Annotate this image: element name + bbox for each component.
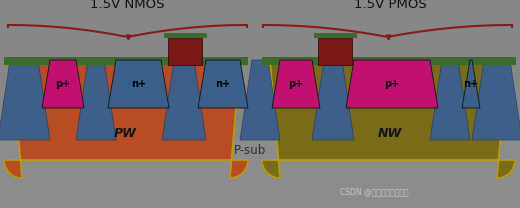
Bar (318, 38, 352, 65)
Text: 1.5V PMOS: 1.5V PMOS (354, 0, 426, 11)
FancyBboxPatch shape (313, 24, 358, 33)
Bar (164, 31, 206, 38)
Text: 1.5V NMOS: 1.5V NMOS (90, 0, 164, 11)
Polygon shape (42, 60, 84, 108)
Text: NW: NW (378, 127, 402, 140)
Polygon shape (262, 60, 515, 178)
Text: n+: n+ (215, 79, 230, 89)
Polygon shape (4, 60, 248, 178)
Bar (0, 140, 520, 208)
Polygon shape (346, 60, 438, 108)
Polygon shape (76, 60, 116, 140)
Polygon shape (198, 60, 248, 108)
Polygon shape (312, 60, 354, 140)
Polygon shape (272, 60, 320, 108)
Text: p+: p+ (55, 79, 71, 89)
Polygon shape (108, 60, 169, 108)
Text: CSDN @幻象空间的十三楼: CSDN @幻象空间的十三楼 (340, 187, 409, 196)
Bar (4, 57, 248, 65)
Polygon shape (240, 60, 280, 140)
Text: p+: p+ (289, 79, 304, 89)
Bar (262, 57, 516, 65)
Bar (168, 38, 202, 65)
Polygon shape (0, 60, 50, 140)
Text: p+: p+ (384, 79, 400, 89)
Bar (314, 31, 357, 38)
FancyBboxPatch shape (162, 24, 208, 33)
Polygon shape (462, 60, 480, 108)
Text: n+: n+ (463, 79, 478, 89)
Text: P-sub: P-sub (233, 144, 266, 156)
Text: PW: PW (113, 127, 136, 140)
Polygon shape (430, 60, 470, 140)
Text: n+: n+ (131, 79, 146, 89)
Polygon shape (472, 60, 520, 140)
Polygon shape (162, 60, 206, 140)
